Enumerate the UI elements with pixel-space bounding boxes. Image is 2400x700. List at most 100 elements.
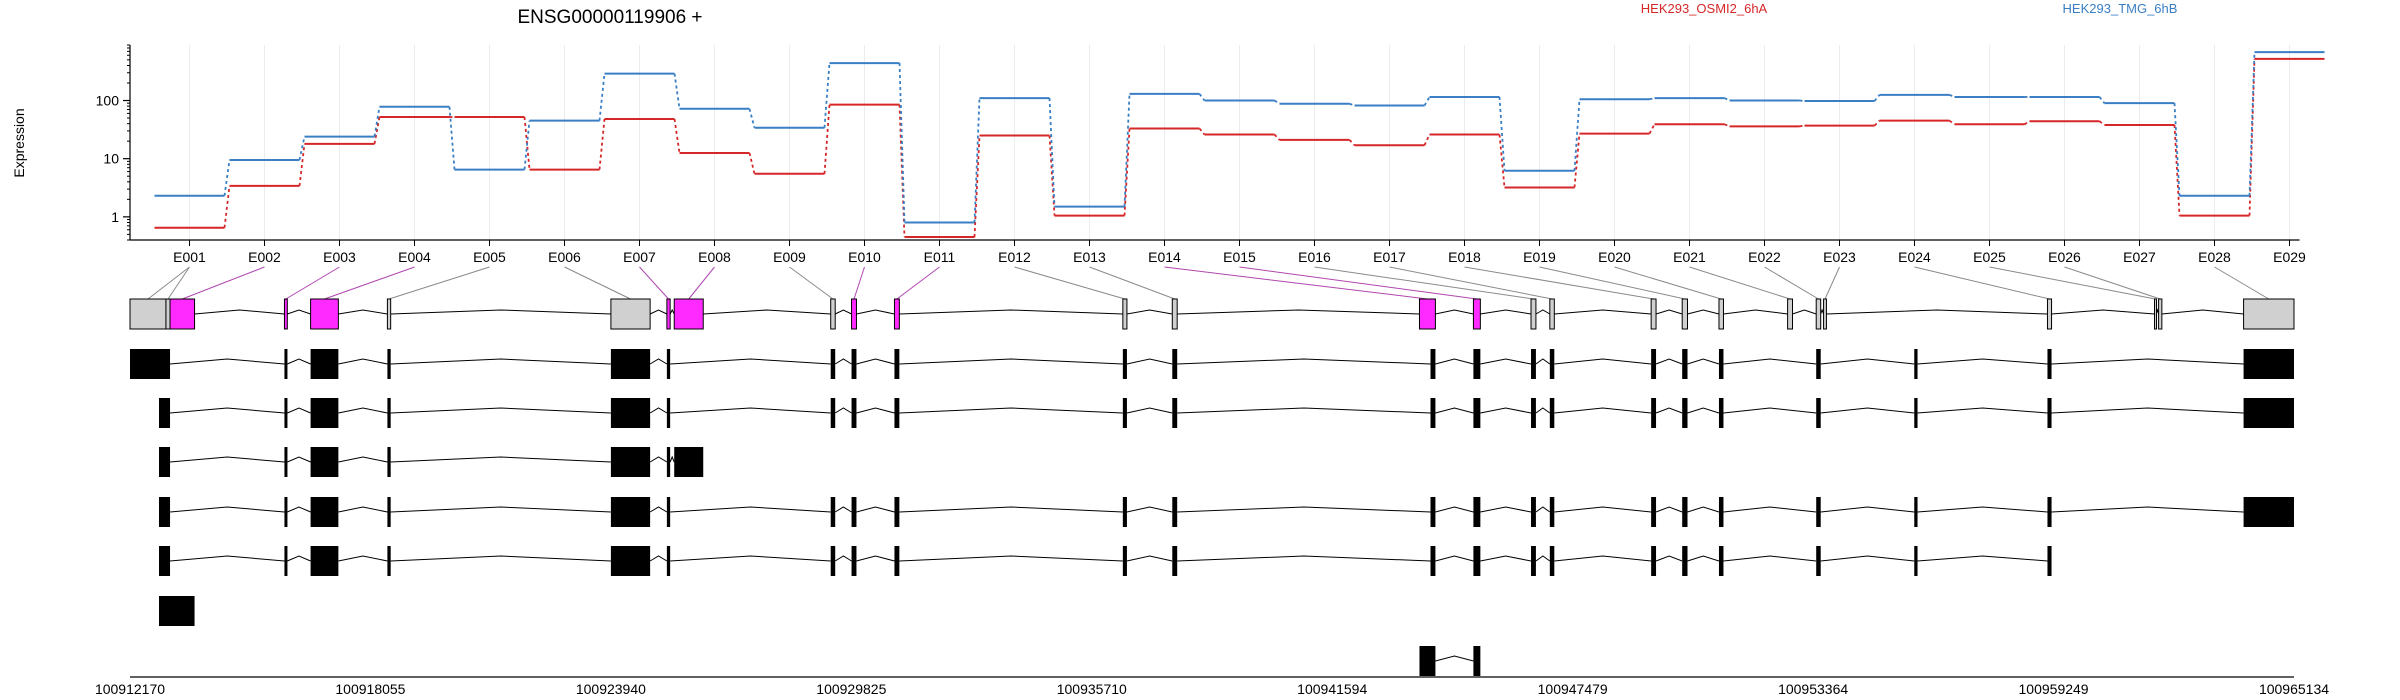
genomic-tick-label: 100947479 — [1538, 681, 1608, 697]
series-segment — [1949, 94, 1955, 98]
transcript-intron — [1917, 407, 2048, 414]
transcript-intron — [899, 506, 1123, 513]
intron — [856, 309, 895, 315]
y-axis: 1 10 100 — [96, 44, 131, 241]
transcript-exon — [387, 546, 391, 576]
transcript-exon — [1172, 398, 1178, 428]
x-tick-label-e003: E003 — [323, 249, 356, 265]
transcript-intron — [1480, 407, 1532, 414]
series-segment — [1048, 98, 1056, 207]
transcript-intron — [670, 555, 831, 562]
exon-box — [1472, 298, 1481, 330]
transcript-intron — [834, 407, 852, 414]
transcript-exon — [894, 497, 900, 527]
transcript-intron — [1723, 407, 1817, 414]
transcript-intron — [1820, 555, 1915, 562]
transcript-exon — [1531, 546, 1536, 576]
transcript-exon — [1122, 398, 1127, 428]
series-segment — [973, 135, 981, 238]
transcript-exon — [830, 497, 836, 527]
intron — [1687, 309, 1720, 315]
exon-box — [283, 298, 288, 330]
transcript-intron — [1687, 407, 1720, 414]
legend-series-a: HEK293_OSMI2_6hA — [1641, 1, 1768, 16]
transcript-intron — [1535, 506, 1551, 513]
genomic-tick-label: 100935710 — [1057, 681, 1127, 697]
transcript-exon — [2047, 398, 2052, 428]
exon-connector — [1014, 266, 1126, 300]
exon-connector — [285, 266, 340, 300]
transcript-intron — [1554, 506, 1652, 513]
transcript-intron — [670, 358, 831, 365]
series-segment — [1498, 96, 1506, 171]
transcript-exon — [1651, 398, 1657, 428]
genomic-tick-label: 100912170 — [95, 681, 165, 697]
transcript-exon — [1172, 497, 1178, 527]
exon-connector — [182, 266, 265, 300]
exon-box — [1718, 298, 1724, 330]
transcript-exon — [284, 349, 288, 379]
series-segment — [1573, 133, 1581, 188]
intron — [1177, 309, 1420, 315]
series-segment — [1873, 120, 1881, 127]
exon-connector — [1689, 266, 1791, 300]
transcript-exon — [894, 349, 900, 379]
transcript-intron — [649, 407, 668, 414]
exon-box — [310, 298, 339, 330]
exon-connector — [1914, 266, 2050, 300]
exon-box — [1681, 298, 1689, 330]
transcript-intron — [1723, 555, 1817, 562]
exon-box — [610, 298, 651, 330]
transcript-exon — [610, 447, 651, 477]
series-segment — [523, 120, 531, 170]
intron — [1535, 309, 1551, 315]
transcript-exon — [1122, 349, 1127, 379]
transcript-exon — [130, 349, 171, 379]
exon-box — [2158, 298, 2163, 330]
transcript-exon — [1651, 546, 1657, 576]
exon-connector — [324, 266, 415, 300]
transcript-exon — [310, 349, 339, 379]
exon-connector — [167, 266, 190, 300]
series-a — [154, 57, 2325, 239]
intron — [703, 309, 831, 315]
intron — [1826, 309, 2048, 315]
series-segment — [1423, 134, 1431, 146]
transcript-intron — [390, 506, 611, 513]
intron — [1723, 309, 1788, 315]
transcript-intron — [287, 506, 311, 513]
exon-box — [2154, 298, 2158, 330]
intron — [669, 308, 675, 315]
exon-connector — [789, 266, 834, 300]
transcript-intron — [169, 358, 285, 365]
transcript-exon — [1816, 349, 1821, 379]
x-tick-label-e008: E008 — [698, 249, 731, 265]
transcript-intron — [1820, 358, 1915, 365]
transcript-intron — [834, 358, 852, 365]
x-tick-label-e011: E011 — [924, 249, 956, 265]
transcript-6 — [159, 596, 195, 626]
transcript-exon — [310, 497, 339, 527]
x-tick-label-e016: E016 — [1298, 249, 1331, 265]
x-tick-label-e010: E010 — [848, 249, 881, 265]
x-tick-label-e029: E029 — [2273, 249, 2306, 265]
transcript-intron — [1687, 358, 1720, 365]
intron — [1435, 309, 1474, 315]
transcript-3 — [159, 447, 704, 477]
transcript-4 — [159, 497, 2294, 527]
transcript-exon — [610, 497, 651, 527]
transcript-exon — [1531, 398, 1536, 428]
genomic-tick-label: 100941594 — [1297, 681, 1367, 697]
exon-connector — [2214, 266, 2270, 300]
series-b — [154, 51, 2325, 224]
transcript-exon — [851, 497, 857, 527]
transcript-intron — [899, 358, 1123, 365]
series-segment — [673, 73, 681, 109]
transcript-exon — [610, 398, 651, 428]
x-tick-label-e023: E023 — [1823, 249, 1856, 265]
transcript-exon — [851, 398, 857, 428]
exon-connector — [1539, 266, 1685, 300]
transcript-exon — [1651, 349, 1657, 379]
transcript-intron — [649, 456, 668, 463]
